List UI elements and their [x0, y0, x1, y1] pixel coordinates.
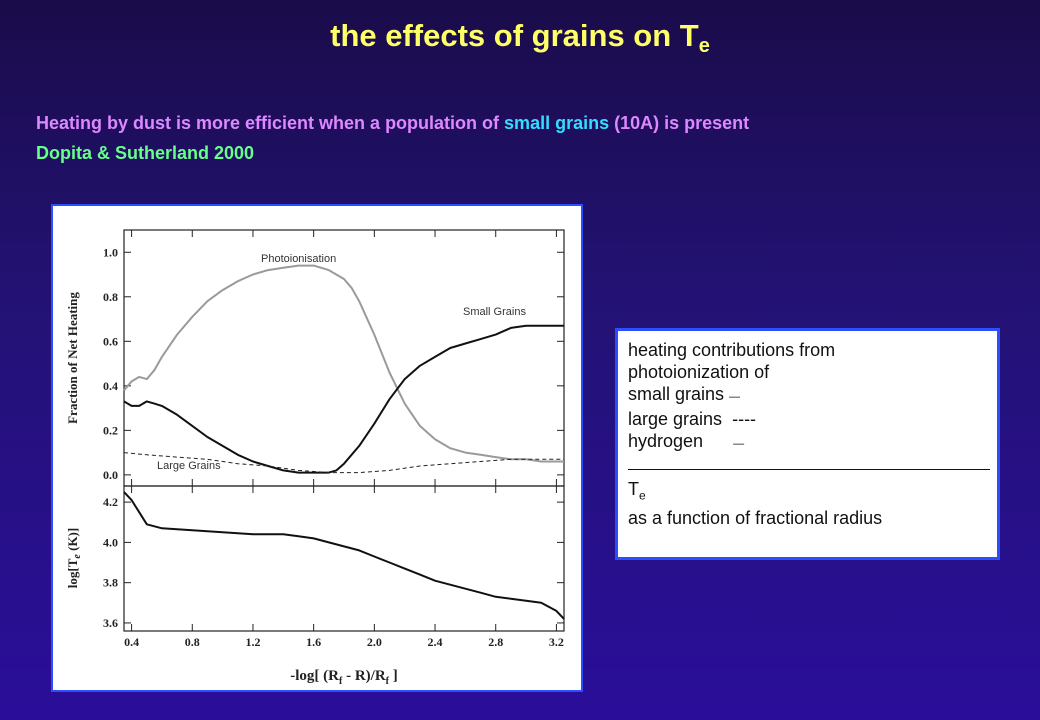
chart-figure: 0.0 0.2 0.4 0.6 0.8 1.0 0.4 0.8 1.2 1.6 2.0 2.4 2.8…: [51, 204, 583, 692]
large-grains-line: [123, 452, 564, 474]
bottom-ylabel: log[Te (K)]: [65, 528, 83, 588]
subtitle-heating: Heating by dust is more efficient when a…: [36, 113, 750, 133]
ytick-label: 0.8: [103, 290, 118, 304]
xlabel: -log[ (Rf - R)/Rf ]: [290, 668, 398, 687]
temperature-line: [123, 491, 565, 620]
bottom-panel-frame: [123, 485, 565, 632]
label-large-grains: Large Grains: [157, 460, 221, 472]
xtick-label: 1.2: [245, 635, 260, 649]
ytick-label: 0.2: [103, 423, 118, 437]
chart-svg: 0.0 0.2 0.4 0.6 0.8 1.0 0.4 0.8 1.2 1.6 2.0 2.4 2.8…: [65, 229, 565, 687]
legend-divider: [628, 469, 990, 470]
legend-line-6: Te: [628, 479, 646, 503]
xtick-label: 2.8: [488, 635, 503, 649]
xtick-label: 0.8: [185, 635, 200, 649]
legend-line-2: photoionization of: [628, 362, 770, 382]
label-photoionisation: Photoionisation: [261, 253, 336, 265]
small-grains-line: [123, 324, 564, 474]
xtick-label: 0.4: [124, 635, 139, 649]
ytick-label: 1.0: [103, 245, 118, 259]
legend-line-5: hydrogen —: [628, 431, 745, 451]
ytick-label: 4.2: [103, 495, 118, 509]
ytick-label: 0.0: [103, 468, 118, 482]
xtick-label: 1.6: [306, 635, 321, 649]
xtick-label: 3.2: [549, 635, 564, 649]
xtick-label: 2.4: [428, 635, 443, 649]
top-panel-frame: [123, 229, 565, 487]
small-grains-highlight: small grains: [504, 113, 610, 133]
legend-line-1: heating contributions from: [628, 340, 836, 360]
top-ylabel: Fraction of Net Heating: [65, 292, 80, 424]
legend-line-4: large grains ----: [628, 409, 757, 429]
citation: Dopita & Sutherland 2000: [36, 143, 255, 163]
ytick-label: 3.8: [103, 576, 118, 590]
label-small-grains: Small Grains: [463, 306, 526, 318]
legend-box: heating contributions from photoionizati…: [615, 328, 1000, 560]
legend-line-7: as a function of fractional radius: [628, 507, 883, 528]
legend-line-3: small grains —: [628, 384, 741, 404]
photoionisation-line: [123, 264, 564, 463]
ytick-label: 3.6: [103, 616, 118, 630]
ytick-label: 0.4: [103, 379, 118, 393]
page-title: the effects of grains on Te: [330, 18, 710, 57]
ytick-label: 0.6: [103, 334, 118, 348]
xtick-label: 2.0: [367, 635, 382, 649]
ytick-label: 4.0: [103, 535, 118, 549]
